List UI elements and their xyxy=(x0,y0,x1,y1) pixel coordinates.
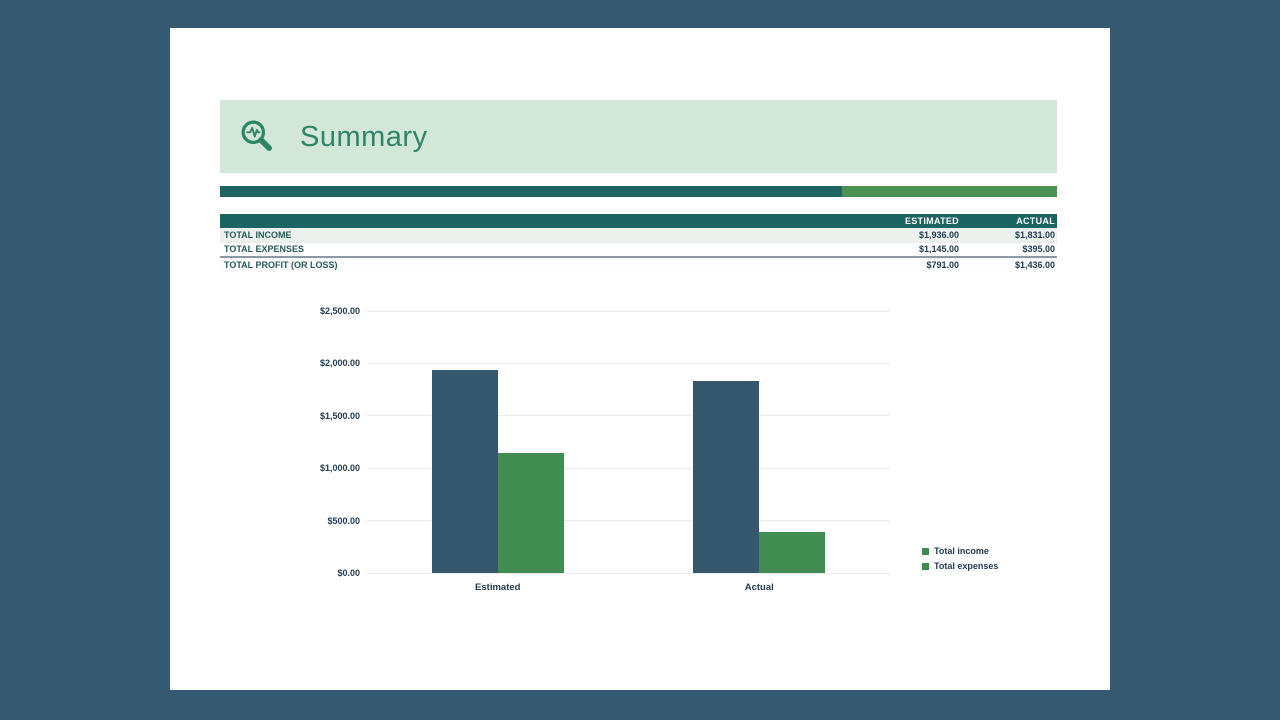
table-row-total-expenses: TOTAL EXPENSES $1,145.00 $395.00 xyxy=(220,243,1057,258)
row-label-total-income: TOTAL INCOME xyxy=(224,229,292,240)
y-axis-tick-label: $500.00 xyxy=(327,515,360,526)
x-axis-category-label: Actual xyxy=(744,582,774,593)
accent-divider xyxy=(220,186,1057,197)
y-axis-tick-label: $2,000.00 xyxy=(319,358,360,369)
gridline xyxy=(367,520,890,522)
row-label-total-expenses: TOTAL EXPENSES xyxy=(224,244,305,254)
y-axis-tick-label: $2,500.00 xyxy=(319,306,360,316)
total-expenses-actual-value: $395.00 xyxy=(1022,244,1055,254)
column-header-estimated: ESTIMATED xyxy=(904,215,959,226)
summary-header-band: Summary xyxy=(220,100,1057,173)
gridline xyxy=(367,310,890,312)
legend-swatch-total-expenses xyxy=(922,563,929,570)
legend-label-total-income: Total income xyxy=(934,546,989,556)
y-axis-tick-label: $0.00 xyxy=(337,568,360,578)
bar-total-income-actual xyxy=(693,381,760,573)
legend-label-total-expenses: Total expenses xyxy=(934,561,999,571)
legend-item-total-expenses: Total expenses xyxy=(922,562,998,571)
gridline xyxy=(367,415,890,417)
y-axis-tick-label: $1,500.00 xyxy=(319,410,360,421)
page-title: Summary xyxy=(300,121,428,153)
bar-total-expenses-actual xyxy=(759,531,826,573)
summary-table: ESTIMATED ACTUAL TOTAL INCOME $1,936.00 … xyxy=(220,214,1057,273)
y-axis-tick-label: $1,000.00 xyxy=(319,463,360,474)
x-axis-category-label: Estimated xyxy=(475,582,521,593)
summary-bar-chart: Total income Total expenses $0.00 $500.00… xyxy=(170,28,1110,690)
table-row-total-income: TOTAL INCOME $1,936.00 $1,831.00 xyxy=(220,228,1057,243)
table-header-row: ESTIMATED ACTUAL xyxy=(220,214,1057,228)
total-profit-estimated-value: $791.00 xyxy=(926,260,959,270)
total-expenses-estimated-value: $1,145.00 xyxy=(918,244,959,254)
row-label-total-profit: TOTAL PROFIT (OR LOSS) xyxy=(224,260,338,270)
total-income-estimated-value: $1,936.00 xyxy=(918,229,959,240)
legend-swatch-total-income xyxy=(922,548,929,555)
total-income-actual-value: $1,831.00 xyxy=(1014,229,1055,240)
divider-green-segment xyxy=(841,186,1057,197)
chart-legend: Total income Total expenses xyxy=(922,547,998,571)
magnifier-pulse-icon xyxy=(238,118,276,156)
divider-teal-segment xyxy=(220,186,842,197)
gridline xyxy=(367,572,890,574)
bar-total-expenses-estimated xyxy=(497,453,564,573)
column-header-actual: ACTUAL xyxy=(1016,215,1055,226)
legend-item-total-income: Total income xyxy=(922,547,998,556)
total-profit-actual-value: $1,436.00 xyxy=(1014,260,1055,270)
table-row-total-profit: TOTAL PROFIT (OR LOSS) $791.00 $1,436.00 xyxy=(220,258,1057,273)
bar-total-income-estimated xyxy=(431,370,498,573)
worksheet-page: Summary ESTIMATED ACTUAL TOTAL INCOME $1… xyxy=(170,28,1110,690)
gridline xyxy=(367,467,890,469)
gridline xyxy=(367,362,890,364)
